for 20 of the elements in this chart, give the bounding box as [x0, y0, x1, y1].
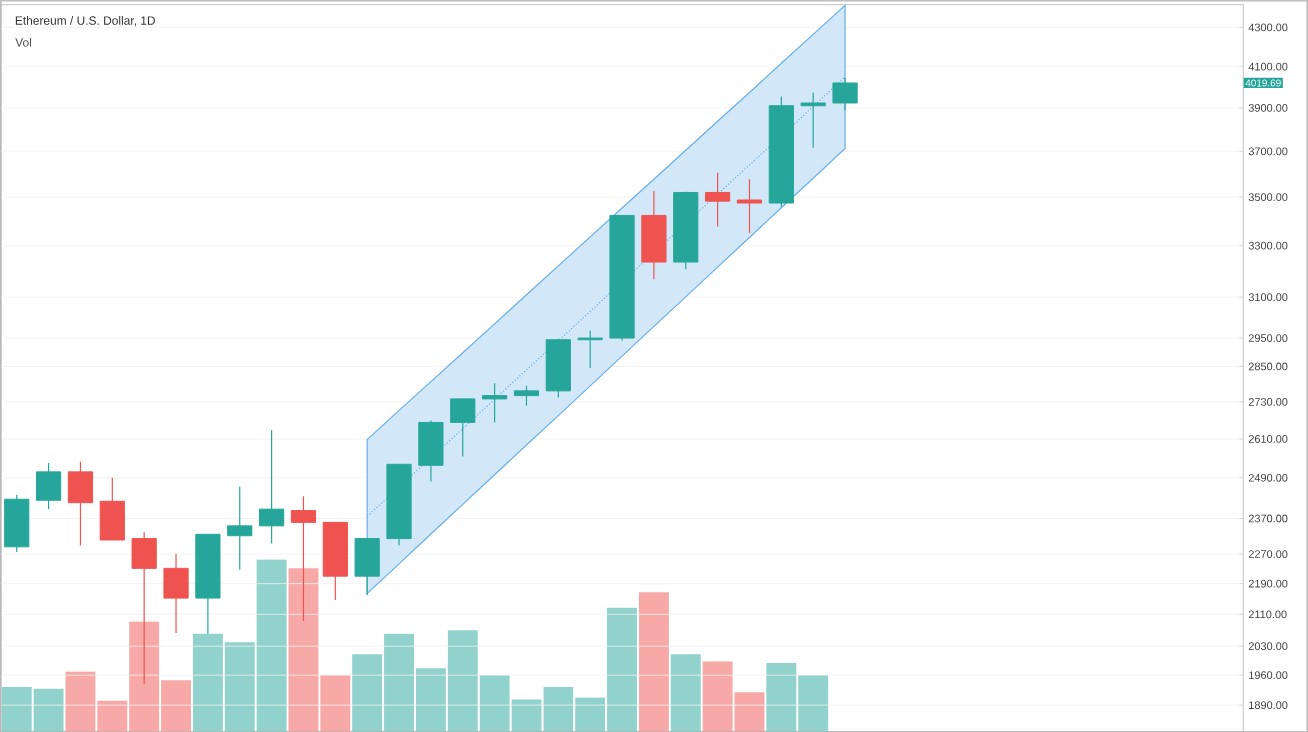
- candlestick: [482, 382, 508, 423]
- candlestick: [577, 329, 603, 369]
- candlestick: [67, 460, 94, 546]
- candlestick: [800, 91, 826, 149]
- candlestick: [513, 384, 540, 406]
- candlestick: [832, 77, 858, 111]
- candlestick: [641, 190, 667, 280]
- candlestick: [450, 397, 476, 457]
- candlestick: [99, 476, 125, 541]
- candlestick: [227, 485, 253, 571]
- candlestick: [4, 493, 30, 553]
- candlestick: [418, 419, 444, 482]
- bar: [638, 591, 669, 732]
- candlestick: [35, 462, 62, 510]
- candlestick: [705, 171, 731, 227]
- candlestick: [259, 429, 285, 544]
- candlestick: [736, 178, 763, 234]
- candlestick: [163, 553, 189, 634]
- candlestick: [354, 537, 380, 596]
- bar: [670, 654, 701, 732]
